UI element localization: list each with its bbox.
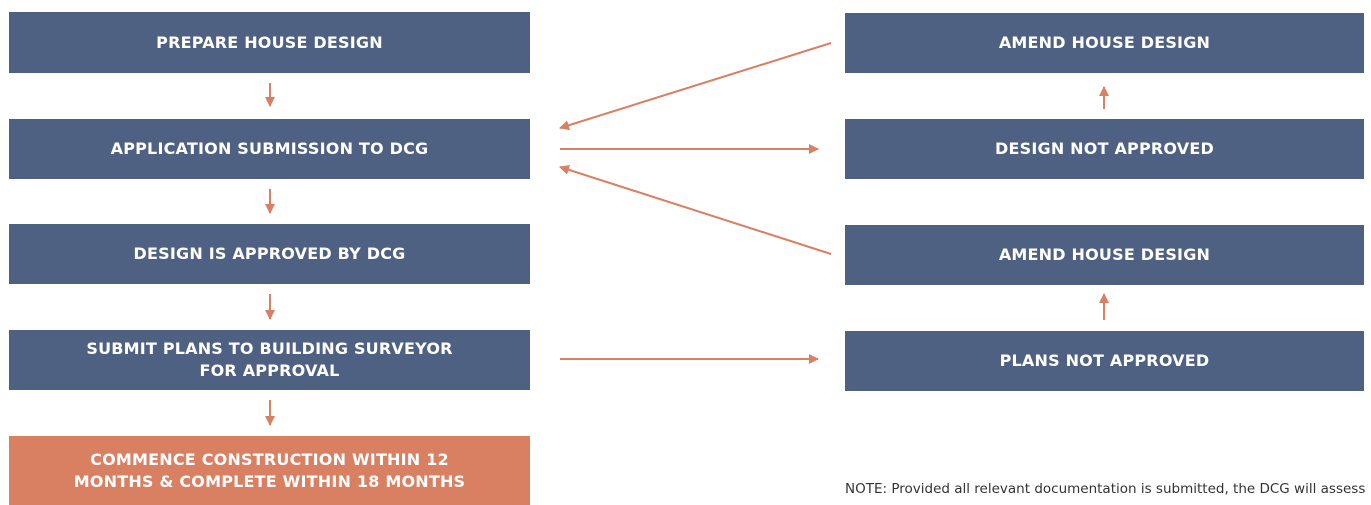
- step-plans-not-approved: PLANS NOT APPROVED: [845, 331, 1364, 391]
- step-application-submission: APPLICATION SUBMISSION TO DCG: [9, 119, 530, 179]
- step-label: DESIGN IS APPROVED BY DCG: [133, 244, 406, 263]
- arrow-amend-1-to-submission: [559, 42, 832, 131]
- step-label: AMEND HOUSE DESIGN: [998, 245, 1211, 264]
- step-design-approved: DESIGN IS APPROVED BY DCG: [9, 224, 530, 284]
- step-label: SUBMIT PLANS TO BUILDING SURVEYOR FOR AP…: [86, 339, 453, 380]
- approval-note: NOTE: Provided all relevant documentatio…: [845, 481, 1366, 505]
- step-design-not-approved: DESIGN NOT APPROVED: [845, 119, 1364, 179]
- step-label: APPLICATION SUBMISSION TO DCG: [110, 139, 429, 158]
- step-label: PLANS NOT APPROVED: [999, 351, 1210, 370]
- step-submit-plans-surveyor: SUBMIT PLANS TO BUILDING SURVEYOR FOR AP…: [9, 330, 530, 390]
- step-commence-construction: COMMENCE CONSTRUCTION WITHIN 12 MONTHS &…: [9, 436, 530, 505]
- step-label: AMEND HOUSE DESIGN: [998, 33, 1211, 52]
- step-label: COMMENCE CONSTRUCTION WITHIN 12 MONTHS &…: [73, 449, 466, 491]
- step-amend-house-design-2: AMEND HOUSE DESIGN: [845, 225, 1364, 285]
- step-label: DESIGN NOT APPROVED: [995, 139, 1214, 158]
- arrow-amend-2-to-submission: [559, 164, 832, 255]
- step-prepare-house-design: PREPARE HOUSE DESIGN: [9, 12, 530, 73]
- step-label: PREPARE HOUSE DESIGN: [156, 32, 383, 52]
- step-amend-house-design-1: AMEND HOUSE DESIGN: [845, 13, 1364, 73]
